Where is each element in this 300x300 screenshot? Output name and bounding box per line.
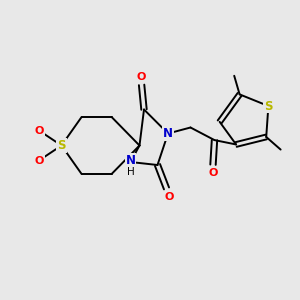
Text: N: N xyxy=(125,154,136,167)
Text: O: O xyxy=(137,71,146,82)
Text: O: O xyxy=(34,155,44,166)
Text: H: H xyxy=(127,167,134,177)
Text: O: O xyxy=(34,125,44,136)
Text: S: S xyxy=(264,100,273,112)
Text: O: O xyxy=(208,168,218,178)
Text: N: N xyxy=(163,127,173,140)
Text: S: S xyxy=(57,139,66,152)
Text: O: O xyxy=(165,192,174,202)
